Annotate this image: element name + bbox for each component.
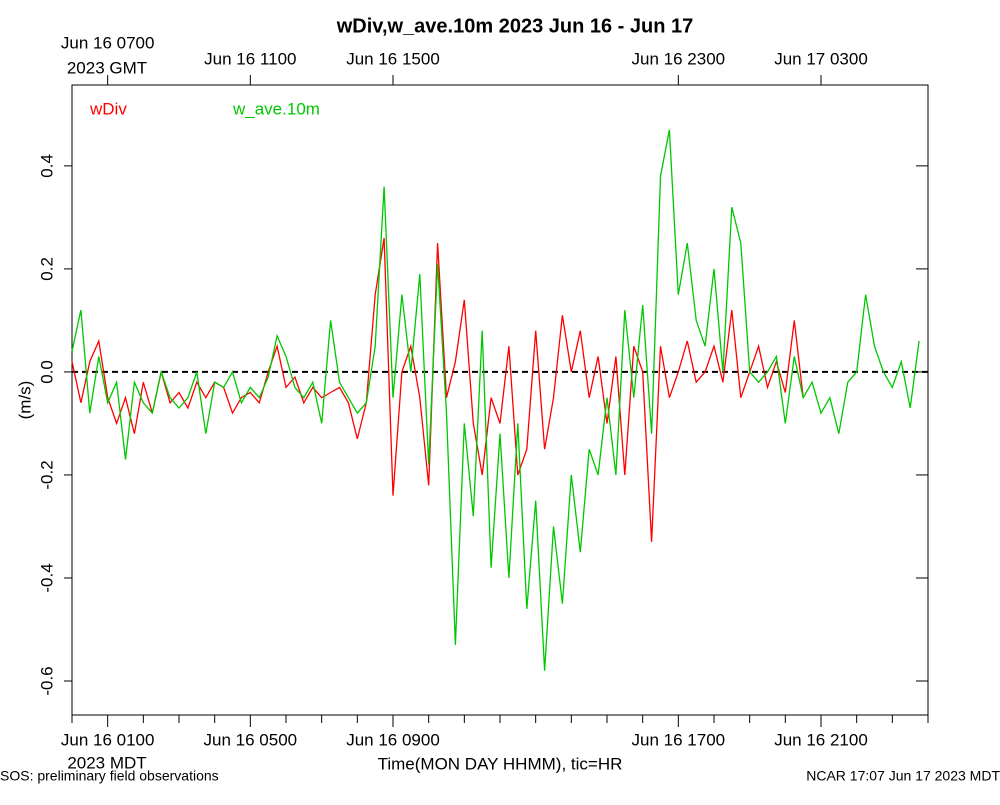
- top-x-tick-label: Jun 16 1100: [204, 49, 296, 68]
- y-tick-label: 0.2: [37, 257, 56, 281]
- legend-entry: wDiv: [89, 99, 127, 118]
- data-line: [71, 237, 804, 542]
- top-axis-note: 2023 GMT: [67, 58, 147, 77]
- x-tick-label: Jun 16 0100: [61, 730, 155, 749]
- x-tick-label: Jun 16 0500: [204, 730, 298, 749]
- top-x-tick-label: Jun 17 0300: [774, 49, 868, 68]
- y-tick-label: -0.2: [37, 460, 56, 489]
- y-tick-label: -0.4: [37, 563, 56, 592]
- x-tick-label: Jun 16 0900: [346, 730, 440, 749]
- chart-title: wDiv,w_ave.10m 2023 Jun 16 - Jun 17: [336, 15, 693, 37]
- top-x-tick-label: Jun 16 2300: [632, 49, 726, 68]
- legend-entry: w_ave.10m: [232, 99, 320, 118]
- footer-right: NCAR 17:07 Jun 17 2023 MDT: [806, 768, 1000, 784]
- x-axis-label: Time(MON DAY HHMM), tic=HR: [378, 754, 623, 773]
- footer-left: SOS: preliminary field observations: [0, 768, 219, 784]
- data-line: [71, 129, 920, 671]
- y-tick-label: 0.0: [37, 360, 56, 384]
- top-x-tick-label: Jun 16 1500: [346, 49, 440, 68]
- top-x-tick-label: Jun 16 0700: [61, 33, 155, 52]
- x-tick-label: Jun 16 1700: [632, 730, 726, 749]
- y-tick-label: 0.4: [37, 154, 56, 178]
- y-tick-label: -0.6: [37, 666, 56, 695]
- bottom-axis-note: 2023 MDT: [67, 753, 146, 772]
- y-axis-label: (m/s): [15, 381, 34, 420]
- x-tick-label: Jun 16 2100: [774, 730, 868, 749]
